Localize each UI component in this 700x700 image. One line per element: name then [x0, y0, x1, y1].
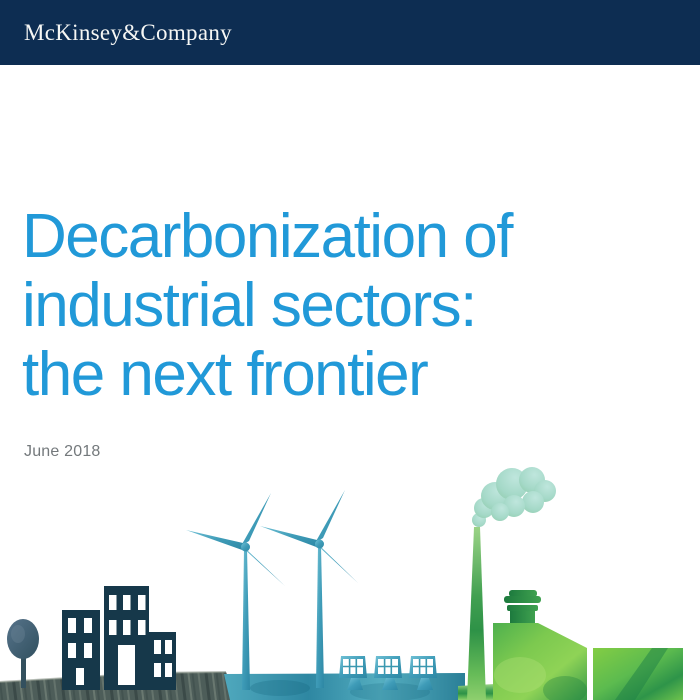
title-line-3: the next frontier [22, 340, 429, 409]
publication-date: June 2018 [24, 443, 101, 460]
header-bar: McKinsey&Company [0, 0, 700, 65]
solar-panel-icon [409, 656, 437, 690]
wind-turbine-icon [186, 493, 285, 690]
cover-illustration [0, 467, 683, 700]
outbuilding-icon [593, 648, 683, 700]
title-line-2: industrial sectors: [22, 271, 477, 340]
wind-turbine-icon [260, 490, 358, 688]
tree-icon [7, 619, 39, 688]
ground-teal [224, 673, 465, 700]
solar-panel-icon [339, 656, 367, 690]
factory-icon [467, 527, 587, 700]
city-buildings-icon [62, 586, 176, 690]
page-title: Decarbonization of industrial sectors: t… [22, 202, 662, 409]
title-line-1: Decarbonization of [22, 202, 513, 271]
company-logo: McKinsey&Company [24, 19, 232, 45]
smoke-icon [472, 467, 556, 527]
solar-panel-icon [374, 656, 402, 690]
